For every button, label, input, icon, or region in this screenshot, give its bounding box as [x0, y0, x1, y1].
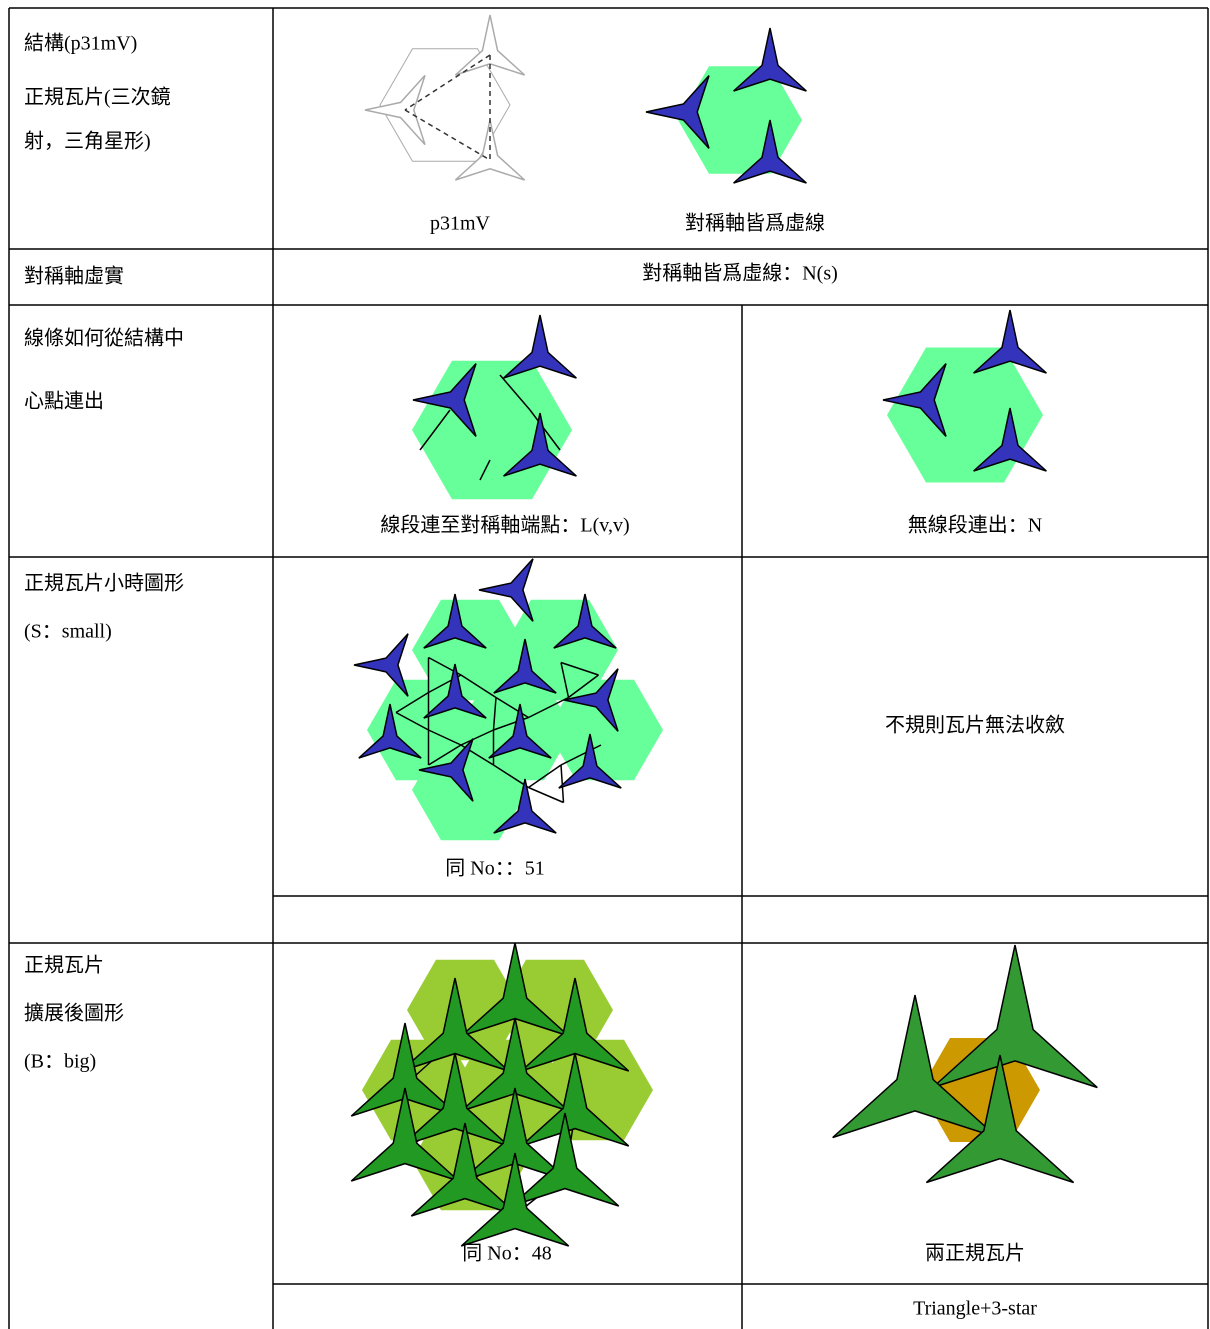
tri-star	[973, 309, 1047, 374]
edge	[428, 744, 462, 766]
hexagon	[412, 360, 572, 500]
edge	[460, 729, 494, 746]
tri-star	[553, 593, 617, 649]
caption: 兩正規瓦片	[925, 1242, 1025, 1265]
tri-star	[558, 733, 622, 789]
edge	[493, 764, 529, 789]
row-label: 線條如何從結構中	[24, 327, 184, 350]
tri-star	[973, 407, 1047, 472]
tri-star	[488, 703, 552, 759]
edge	[560, 764, 565, 803]
tri-star	[503, 314, 577, 379]
tri-star	[493, 778, 557, 834]
mirror-axis	[404, 54, 491, 111]
row-label: 正規瓦片	[24, 954, 104, 977]
edge	[395, 711, 429, 731]
row-label: 結構(p31mV)	[24, 32, 137, 55]
tri-star	[882, 363, 947, 437]
row-label: (B：big)	[24, 1051, 96, 1073]
tri-star	[454, 14, 526, 76]
edge	[499, 374, 531, 411]
tri-star	[412, 363, 477, 437]
tri-star	[645, 75, 710, 149]
row-label: 對稱軸虛實	[24, 265, 124, 288]
edge	[395, 691, 429, 714]
caption: 同 No：48	[462, 1243, 551, 1265]
row-label: 正規瓦片小時圖形	[24, 572, 184, 595]
edge	[528, 696, 569, 719]
row-label: 心點連出	[24, 390, 104, 413]
cell-text: 不規則瓦片無法收斂	[885, 714, 1065, 737]
caption: 線段連至對稱軸端點：L(v,v)	[380, 514, 629, 537]
row-label: 正規瓦片(三次鏡	[24, 86, 171, 109]
hexagon	[412, 599, 528, 701]
caption: p31mV	[430, 213, 491, 235]
tri-star	[410, 1122, 520, 1217]
illustrations	[350, 14, 1098, 1247]
tri-star	[832, 994, 998, 1139]
edge	[528, 786, 564, 804]
tri-star	[358, 703, 422, 759]
tri-star	[478, 558, 534, 622]
tri-star	[353, 633, 409, 697]
tri-star	[563, 668, 619, 732]
edge	[460, 674, 497, 699]
edge	[495, 696, 529, 719]
edge	[560, 661, 599, 676]
edge	[428, 729, 462, 746]
row-label: 擴展後圖形	[24, 1002, 124, 1025]
tri-star	[733, 119, 807, 184]
row-label: (S：small)	[24, 621, 112, 643]
caption: 無線段連出：N	[908, 514, 1042, 537]
tri-star	[350, 1087, 460, 1182]
tri-star	[493, 638, 557, 694]
edge	[492, 697, 497, 731]
edge	[560, 662, 570, 698]
tri-star	[423, 663, 487, 719]
tri-star	[364, 74, 426, 146]
caption: 對稱軸皆爲虛線	[685, 212, 825, 235]
tri-star	[520, 1052, 630, 1147]
tri-star	[510, 1112, 620, 1207]
mirror-axis	[404, 109, 491, 161]
tri-star	[733, 27, 807, 92]
tri-star	[460, 1152, 570, 1247]
tri-star	[503, 412, 577, 477]
tri-star	[423, 593, 487, 649]
edge	[560, 744, 602, 766]
cell-text: Triangle+3-star	[913, 1298, 1037, 1320]
tri-star	[925, 1054, 1075, 1184]
edge	[479, 459, 491, 481]
hexagon	[407, 959, 523, 1061]
edge	[529, 409, 561, 451]
cell-text: 對稱軸皆爲虛線：N(s)	[642, 262, 838, 285]
caption: 同 No：：51	[445, 858, 544, 880]
edge	[568, 674, 599, 699]
edge	[419, 409, 451, 451]
row-label: 射，三角星形)	[24, 130, 151, 153]
tri-star	[932, 944, 1098, 1089]
tri-star	[418, 738, 474, 802]
hexagon	[547, 679, 663, 781]
table-grid	[8, 7, 1209, 1329]
tri-star	[400, 1052, 510, 1147]
edge	[528, 764, 562, 789]
